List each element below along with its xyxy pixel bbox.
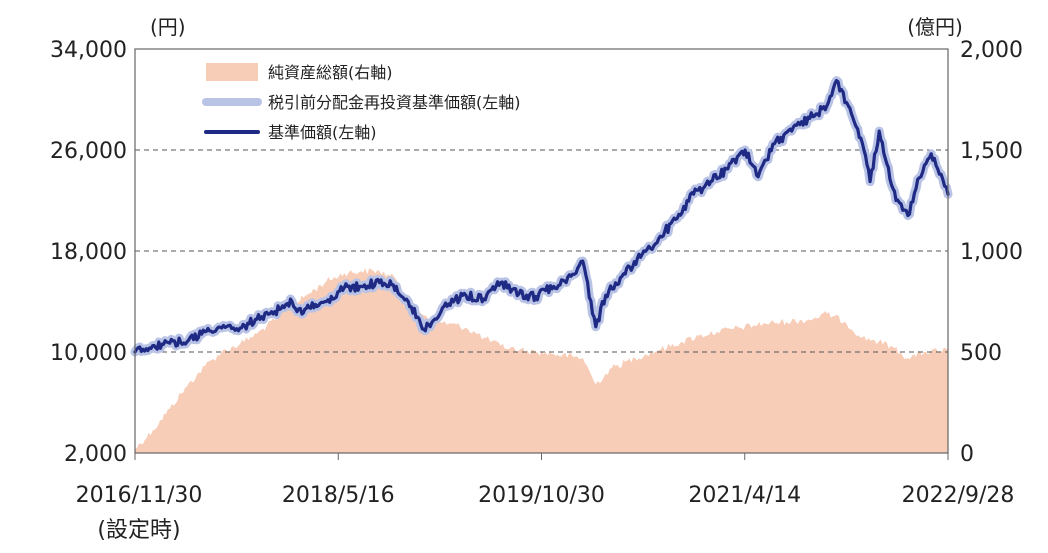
x-axis-tick-label: 2019/10/30 xyxy=(478,483,605,508)
left-axis-tick-label: 26,000 xyxy=(50,139,127,164)
net-assets-area-layer xyxy=(135,268,948,453)
left-axis-tick-label: 10,000 xyxy=(50,341,127,366)
gridlines xyxy=(135,149,948,353)
legend-label: 純資産総額(右軸) xyxy=(268,63,393,82)
legend-swatch-area xyxy=(206,63,258,81)
x-axis-tick-label: 2018/5/16 xyxy=(282,483,395,508)
legend-label: 税引前分配金再投資基準価額(左軸) xyxy=(268,93,521,112)
left-axis-unit: (円) xyxy=(150,15,186,39)
x-axis-tick-label: 2022/9/28 xyxy=(902,483,1015,508)
right-axis-tick-label: 1,000 xyxy=(960,240,1023,265)
right-axis-tick-label: 0 xyxy=(960,442,974,467)
nav-lines-layer xyxy=(130,76,953,357)
x-axis-tick-label: 2021/4/14 xyxy=(688,483,801,508)
x-axis-start-note: (設定時) xyxy=(97,518,180,543)
legend: 純資産総額(右軸) 税引前分配金再投資基準価額(左軸) 基準価額(左軸) xyxy=(202,63,521,142)
right-axis-tick-label: 1,500 xyxy=(960,139,1023,164)
left-axis-tick-label: 2,000 xyxy=(64,442,127,467)
left-axis-tick-label: 18,000 xyxy=(50,240,127,265)
axis-labels: 2,000 10,000 18,000 26,000 34,000 0 500 1,000 1,… xyxy=(50,15,1023,543)
right-axis-tick-label: 500 xyxy=(960,341,1002,366)
left-axis-tick-label: 34,000 xyxy=(50,38,127,63)
x-axis-tick-label: 2016/11/30 xyxy=(76,483,203,508)
series-line-2 xyxy=(133,79,950,354)
legend-label: 基準価額(左軸) xyxy=(268,123,377,142)
right-axis-unit: (億円) xyxy=(907,15,963,39)
series-line-1 xyxy=(130,76,953,357)
right-axis-tick-label: 2,000 xyxy=(960,38,1023,63)
series-area-0 xyxy=(135,268,948,453)
